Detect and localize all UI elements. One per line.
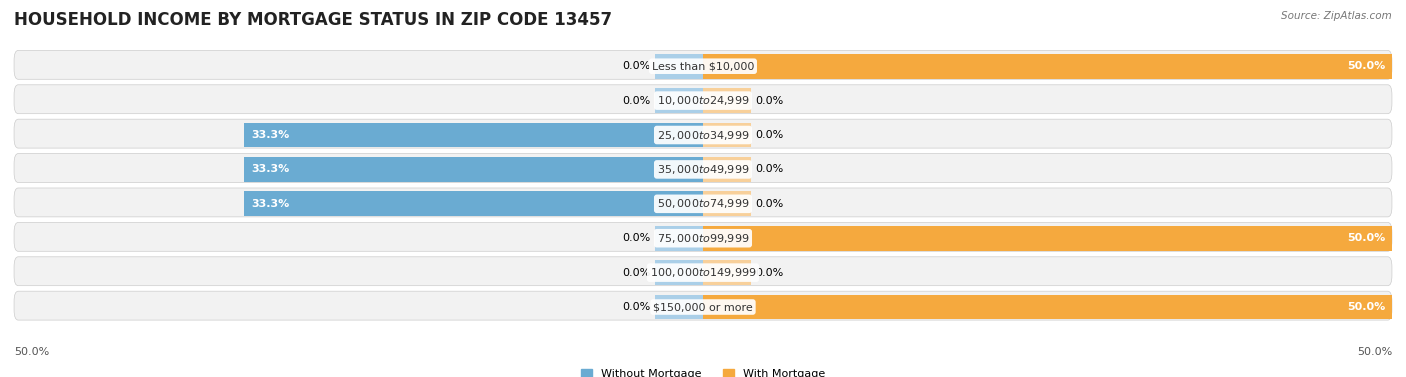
Text: 50.0%: 50.0%	[1347, 233, 1385, 243]
Text: 0.0%: 0.0%	[623, 233, 651, 243]
Text: $10,000 to $24,999: $10,000 to $24,999	[657, 94, 749, 107]
Text: $50,000 to $74,999: $50,000 to $74,999	[657, 197, 749, 210]
Text: $150,000 or more: $150,000 or more	[654, 302, 752, 312]
Text: 0.0%: 0.0%	[755, 96, 783, 106]
Bar	[703, 88, 751, 113]
Text: 33.3%: 33.3%	[252, 164, 290, 175]
Text: HOUSEHOLD INCOME BY MORTGAGE STATUS IN ZIP CODE 13457: HOUSEHOLD INCOME BY MORTGAGE STATUS IN Z…	[14, 11, 612, 29]
Bar	[655, 226, 703, 251]
Text: 0.0%: 0.0%	[755, 130, 783, 140]
Bar	[245, 123, 703, 147]
Bar	[703, 157, 751, 182]
Text: 33.3%: 33.3%	[252, 130, 290, 140]
Text: 0.0%: 0.0%	[623, 302, 651, 312]
Text: $35,000 to $49,999: $35,000 to $49,999	[657, 163, 749, 176]
Text: 0.0%: 0.0%	[623, 61, 651, 71]
Bar	[703, 260, 751, 285]
Bar	[703, 123, 751, 147]
Text: $100,000 to $149,999: $100,000 to $149,999	[650, 266, 756, 279]
FancyBboxPatch shape	[14, 257, 1392, 286]
FancyBboxPatch shape	[14, 222, 1392, 251]
Text: 50.0%: 50.0%	[14, 346, 49, 357]
Bar	[703, 192, 751, 216]
Text: $25,000 to $34,999: $25,000 to $34,999	[657, 129, 749, 141]
Legend: Without Mortgage, With Mortgage: Without Mortgage, With Mortgage	[581, 369, 825, 377]
Bar	[703, 295, 1392, 319]
Bar	[703, 54, 1392, 78]
Bar	[655, 54, 703, 78]
Bar	[655, 260, 703, 285]
FancyBboxPatch shape	[14, 119, 1392, 148]
Text: 50.0%: 50.0%	[1347, 302, 1385, 312]
Text: Source: ZipAtlas.com: Source: ZipAtlas.com	[1281, 11, 1392, 21]
Text: 0.0%: 0.0%	[755, 199, 783, 209]
Text: 0.0%: 0.0%	[623, 268, 651, 277]
Text: 33.3%: 33.3%	[252, 199, 290, 209]
FancyBboxPatch shape	[14, 85, 1392, 114]
FancyBboxPatch shape	[14, 153, 1392, 182]
Text: 0.0%: 0.0%	[755, 164, 783, 175]
Text: $75,000 to $99,999: $75,000 to $99,999	[657, 232, 749, 245]
Bar	[655, 88, 703, 113]
Text: Less than $10,000: Less than $10,000	[652, 61, 754, 71]
Bar	[245, 192, 703, 216]
Text: 0.0%: 0.0%	[623, 96, 651, 106]
Bar	[703, 226, 1392, 251]
FancyBboxPatch shape	[14, 291, 1392, 320]
FancyBboxPatch shape	[14, 51, 1392, 79]
Text: 50.0%: 50.0%	[1347, 61, 1385, 71]
Text: 50.0%: 50.0%	[1357, 346, 1392, 357]
FancyBboxPatch shape	[14, 188, 1392, 217]
Bar	[655, 295, 703, 319]
Bar	[245, 157, 703, 182]
Text: 0.0%: 0.0%	[755, 268, 783, 277]
